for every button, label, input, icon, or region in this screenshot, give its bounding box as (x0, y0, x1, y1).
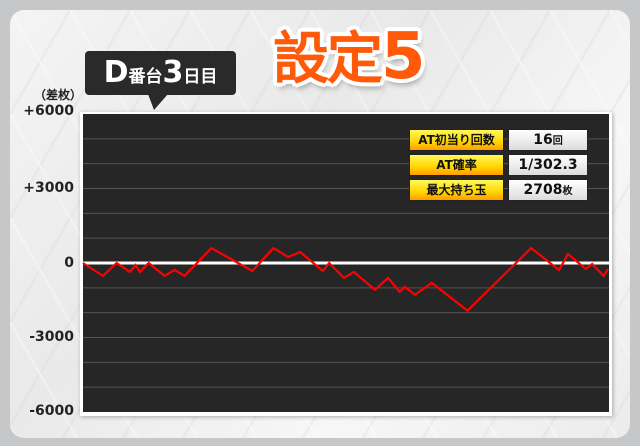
stat-number: 1/302.3 (518, 157, 578, 173)
setting-title-text: 設定 (273, 27, 383, 92)
y-tick-label: -6000 (29, 403, 74, 419)
stat-unit: 回 (552, 136, 563, 147)
setting-title: 設定5 (273, 20, 426, 95)
stat-number: 16 (533, 132, 553, 148)
stat-label: AT初当り回数 (409, 129, 504, 151)
machine-day-badge: D 番台 3 日目 (85, 51, 236, 95)
stat-row-at-first-hits: AT初当り回数 16回 (409, 129, 588, 151)
stat-value: 2708枚 (508, 179, 588, 201)
stat-value: 1/302.3 (508, 154, 588, 176)
day-number: 3 (162, 55, 184, 90)
machine-label: 番台 (128, 67, 163, 87)
stat-number: 2708 (523, 182, 563, 198)
stat-row-at-probability: AT確率 1/302.3 (409, 154, 588, 176)
y-tick-label: +3000 (23, 180, 74, 196)
stats-table: AT初当り回数 16回 AT確率 1/302.3 最大持ち玉 2708枚 (409, 129, 588, 204)
stat-value: 16回 (508, 129, 588, 151)
y-tick-label: +6000 (23, 103, 74, 119)
stat-row-max-medals: 最大持ち玉 2708枚 (409, 179, 588, 201)
badge-pointer (148, 94, 168, 110)
y-axis-label: （差枚） (34, 88, 83, 102)
stat-label: AT確率 (409, 154, 504, 176)
day-suffix: 日目 (183, 67, 218, 87)
y-tick-label: 0 (64, 255, 74, 271)
machine-letter: D (103, 55, 129, 90)
stat-label: 最大持ち玉 (409, 179, 504, 201)
stat-unit: 枚 (562, 186, 573, 197)
setting-number: 5 (381, 20, 426, 94)
y-tick-label: -3000 (29, 329, 74, 345)
